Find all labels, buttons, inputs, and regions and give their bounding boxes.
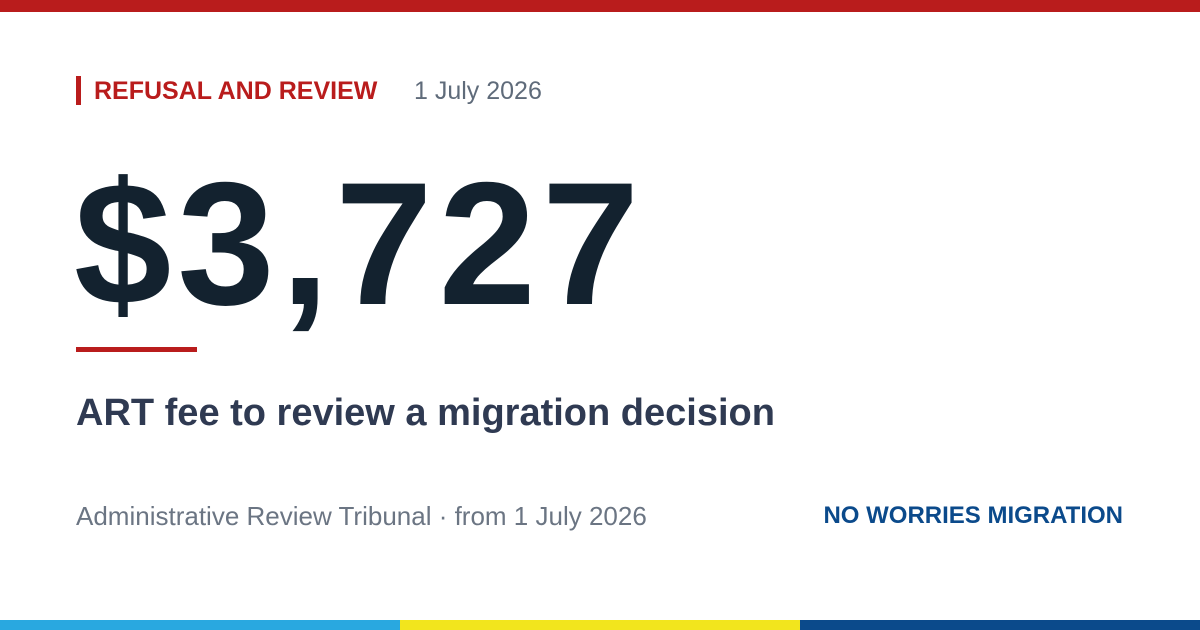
brand: NO WORRIES MIGRATION [823,502,1123,529]
source: Administrative Review Tribunal · from 1 … [76,501,647,531]
accent-rule [76,347,197,352]
stripe [0,620,400,630]
stripe [400,620,800,630]
category: REFUSAL AND REVIEW [94,77,378,105]
category-marker [76,76,81,105]
description: ART fee to review a migration decision [76,392,775,434]
date: 1 July 2026 [414,77,542,105]
top-bar [0,0,1200,12]
stripe [800,620,1200,630]
amount: $3,727 [74,147,646,342]
